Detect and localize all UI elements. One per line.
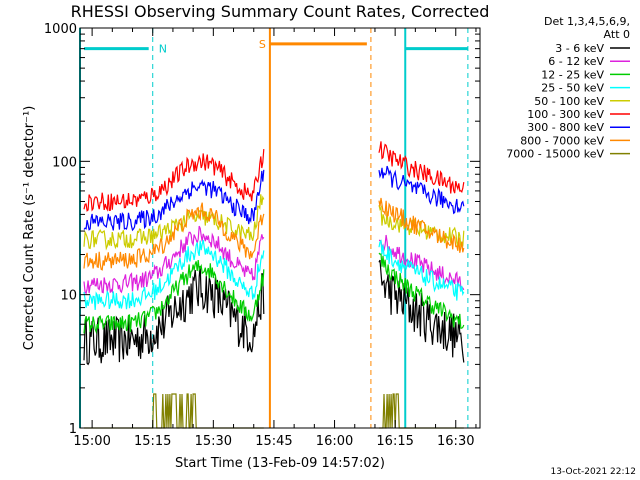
series-line-post <box>378 239 465 301</box>
series-line-pre <box>83 266 265 366</box>
x-tick-label: 15:15 <box>134 434 171 449</box>
series-line-pre <box>83 169 265 232</box>
y-tick-label: 1000 <box>44 22 77 37</box>
chart-title: RHESSI Observing Summary Count Rates, Co… <box>71 2 490 21</box>
legend-label: 7000 - 15000 keV <box>506 148 604 161</box>
x-tick-label: 15:45 <box>255 434 292 449</box>
saa-label: S <box>259 38 266 51</box>
legend-label: 6 - 12 keV <box>548 55 604 68</box>
y-tick-label: 1 <box>69 422 77 437</box>
series-line-post <box>378 141 465 194</box>
x-tick-label: 16:15 <box>376 434 413 449</box>
series-line-pre <box>84 393 264 429</box>
legend-label: 800 - 7000 keV <box>520 134 604 147</box>
series-line-post <box>379 393 464 429</box>
series-line-pre <box>83 239 265 310</box>
legend-header-1: Det 1,3,4,5,6,9, <box>544 15 630 28</box>
legend-label: 12 - 25 keV <box>541 68 604 81</box>
legend-label: 50 - 100 keV <box>534 95 604 108</box>
x-tick-label: 16:00 <box>316 434 353 449</box>
legend-label: 100 - 300 keV <box>527 108 604 121</box>
series-line-pre <box>83 260 265 335</box>
legend-label: 300 - 800 keV <box>527 121 604 134</box>
series-line-post <box>378 252 465 329</box>
x-axis-label: Start Time (13-Feb-09 14:57:02) <box>175 456 385 471</box>
series-line-post <box>378 165 465 215</box>
y-tick-label: 10 <box>60 289 77 304</box>
footer-stamp: 13-Oct-2021 22:12 <box>551 467 636 477</box>
series-line-pre <box>83 225 265 295</box>
y-axis: 1 10 100 1000 <box>44 22 480 437</box>
night-label: N <box>159 43 167 56</box>
plot-frame <box>79 27 481 429</box>
series-line-post <box>379 234 465 291</box>
y-axis-label: Corrected Count Rate (s⁻¹ detector⁻¹) <box>22 106 37 351</box>
series-lines <box>83 141 465 429</box>
legend-header-2: Att 0 <box>604 28 630 41</box>
x-axis: 15:00 15:15 15:30 15:45 16:00 16:15 16:30 <box>73 28 477 449</box>
series-line-pre <box>83 149 265 212</box>
series-line-post <box>378 205 465 249</box>
series-line-pre <box>83 202 265 271</box>
series-line-post <box>378 197 465 253</box>
y-tick-label: 100 <box>52 155 77 170</box>
legend-label: 25 - 50 keV <box>541 82 604 95</box>
x-tick-label: 15:00 <box>73 434 110 449</box>
legend-label: 3 - 6 keV <box>555 42 604 55</box>
x-tick-label: 16:30 <box>437 434 474 449</box>
x-tick-label: 15:30 <box>195 434 232 449</box>
